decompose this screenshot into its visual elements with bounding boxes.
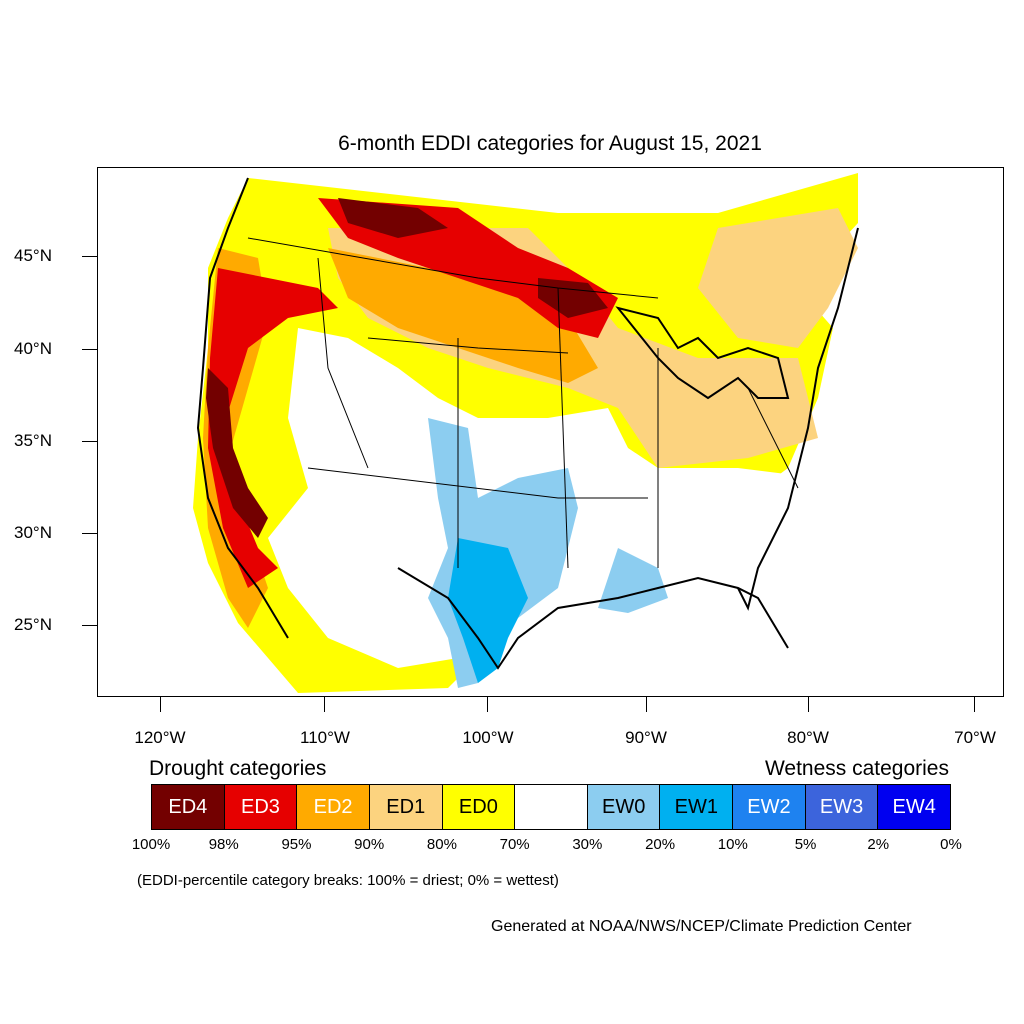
lat-tick (82, 625, 97, 626)
legend-box-ew1: EW1 (660, 785, 734, 829)
legend-percentile: 2% (867, 836, 890, 853)
east-coastline (737, 227, 859, 611)
legend-box-ed3: ED3 (224, 785, 298, 829)
state-line-7 (747, 387, 799, 489)
lon-label-120w: 120°W (134, 728, 186, 747)
legend-percentile: 20% (645, 836, 676, 853)
region-ed2 (328, 248, 598, 383)
wetness-categories-heading: Wetness categories (764, 757, 949, 780)
legend-percentile: 98% (208, 836, 239, 853)
map-title: 6-month EDDI categories for August 15, 2… (338, 132, 762, 155)
legend-box-ed4: ED4 (152, 785, 225, 829)
legend-percentile: 80% (426, 836, 457, 853)
eddi-map (193, 173, 859, 693)
lat-tick (82, 441, 97, 442)
lon-label-100w: 100°W (462, 728, 514, 747)
legend-box-ew3: EW3 (805, 785, 879, 829)
legend-percentile: 95% (281, 836, 312, 853)
lon-tick (646, 697, 647, 712)
great-lakes (615, 306, 790, 400)
legend-box-ed2: ED2 (297, 785, 370, 829)
region-ed4-west (206, 368, 268, 538)
lat-tick (82, 349, 97, 350)
map-frame (97, 167, 1004, 697)
region-ew0-east (598, 548, 668, 613)
legend-percentile: 5% (794, 836, 817, 853)
lat-label-40: 40°N (14, 339, 52, 358)
west-coastline (196, 177, 289, 639)
credit-line: Generated at NOAA/NWS/NCEP/Climate Predi… (491, 918, 912, 935)
lon-tick (974, 697, 975, 712)
lat-label-45: 45°N (14, 246, 52, 265)
lon-tick (324, 697, 325, 712)
lon-label-70w: 70°W (954, 728, 996, 747)
lat-label-35: 35°N (14, 431, 52, 450)
region-ed1-northeast (698, 208, 858, 348)
legend-percentile: 100% (131, 836, 171, 853)
lat-tick (82, 533, 97, 534)
lon-label-110w: 110°W (300, 728, 350, 747)
state-line-3 (307, 467, 648, 499)
state-line-5 (557, 287, 569, 569)
lon-label-90w: 90°W (625, 728, 667, 747)
state-line-2 (367, 337, 569, 354)
legend-box-ed0: ED0 (442, 785, 516, 829)
legend-percentile: 90% (354, 836, 385, 853)
legend-percentile: 70% (499, 836, 530, 853)
legend-percentile: 0% (940, 836, 962, 853)
legend-box-ew4: EW4 (878, 785, 951, 829)
lon-tick (808, 697, 809, 712)
state-line-1 (317, 257, 369, 469)
lon-tick (160, 697, 161, 712)
legend-box-ew2: EW2 (733, 785, 806, 829)
lon-label-80w: 80°W (787, 728, 829, 747)
region-ew1 (448, 538, 528, 683)
lat-label-25: 25°N (14, 615, 52, 634)
lat-label-30: 30°N (14, 523, 52, 542)
drought-categories-heading: Drought categories (149, 757, 327, 780)
legend-percentile: 10% (717, 836, 748, 853)
legend-box-ew0: EW0 (587, 785, 661, 829)
lat-tick (82, 256, 97, 257)
lon-tick (487, 697, 488, 712)
legend-box-ed1: ED1 (369, 785, 443, 829)
legend-color-bar: ED4 ED3 ED2 ED1 ED0 EW0 EW1 EW2 EW3 EW4 (151, 784, 951, 830)
us-border-north (247, 237, 659, 299)
legend-box-normal (515, 785, 588, 829)
category-breaks-note: (EDDI-percentile category breaks: 100% =… (137, 872, 559, 889)
gulf-coastline (397, 567, 789, 670)
region-ed4-north (338, 198, 448, 238)
legend-percentile: 30% (572, 836, 603, 853)
